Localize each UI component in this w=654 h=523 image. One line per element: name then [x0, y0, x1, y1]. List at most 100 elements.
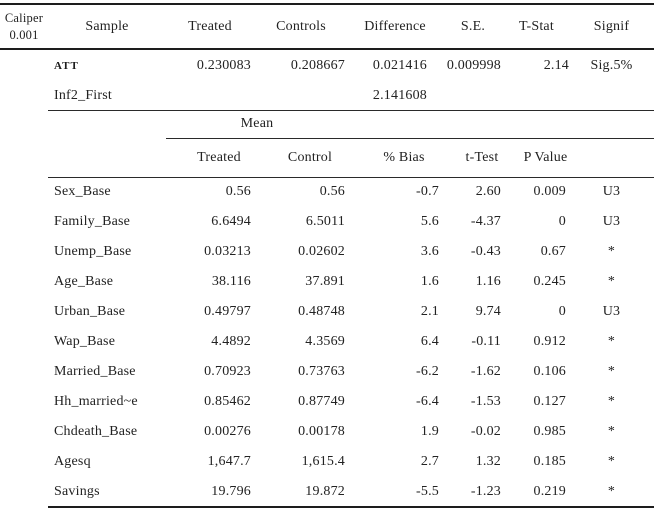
covariate-label: Age_Base [54, 274, 114, 289]
p-value: 0 [558, 304, 566, 319]
att-se-value: 0.009998 [446, 58, 501, 73]
covariate-label: Urban_Base [54, 304, 126, 319]
signif-flag: * [607, 364, 616, 379]
empty-cell [0, 138, 48, 177]
control-mean: 4.3569 [305, 334, 345, 349]
p-value: 0.127 [533, 394, 566, 409]
t-test-value: -4.37 [470, 214, 501, 229]
signif-flag: * [607, 424, 616, 439]
bias-pct: 3.6 [420, 244, 439, 259]
covariate-label: Family_Base [54, 214, 131, 229]
treated-mean: 0.56 [225, 184, 251, 200]
treated-mean: 6.6494 [211, 214, 251, 229]
inf2-difference-value: 2.141608 [348, 82, 442, 111]
covariate-row: Age_Base 38.116 37.891 1.6 1.16 0.245 * [0, 267, 654, 297]
empty-cell [442, 82, 504, 111]
caliper-value: 0.001 [9, 27, 39, 42]
t-test-value: -1.53 [470, 394, 501, 409]
empty-cell [48, 138, 166, 178]
t-test-value: -1.62 [470, 364, 501, 379]
signif-flag: U3 [602, 184, 621, 200]
covariate-row: Hh_married~e 0.85462 0.87749 -6.4 -1.53 … [0, 387, 654, 417]
covariate-label: Hh_married~e [54, 394, 138, 409]
mean-spanner-row: Mean [0, 110, 654, 139]
covariate-row: Family_Base 6.6494 6.5011 5.6 -4.37 0 U3 [0, 207, 654, 237]
treated-mean: 0.00276 [204, 424, 251, 439]
subheader-pvalue: P Value [504, 138, 569, 178]
bias-pct: -6.4 [416, 394, 439, 409]
empty-cell [0, 297, 48, 327]
control-mean: 1,615.4 [301, 454, 345, 469]
signif-flag: U3 [602, 304, 621, 319]
t-test-value: 1.16 [475, 274, 501, 289]
column-header-signif: Signif [569, 3, 654, 50]
subheader-control: Control [254, 138, 348, 178]
mean-subheader-row: Treated Control % Bias t-Test P Value [0, 138, 654, 178]
caliper-header: Caliper 0.001 [0, 3, 48, 50]
bias-pct: 6.4 [420, 334, 439, 349]
treated-mean: 0.49797 [204, 304, 251, 319]
signif-flag: * [569, 477, 654, 508]
p-value: 0.009 [533, 184, 566, 200]
t-test-value: 9.74 [475, 304, 501, 319]
inf2-first-row: Inf2_First 2.141608 [0, 82, 654, 111]
column-header-treated: Treated [166, 3, 254, 50]
control-mean: 0.73763 [298, 364, 345, 379]
t-test-value: -1.23 [442, 477, 504, 508]
signif-flag: * [607, 334, 616, 349]
covariate-label: Unemp_Base [54, 244, 132, 259]
control-mean: 0.87749 [298, 394, 345, 409]
empty-cell [0, 327, 48, 357]
empty-cell [0, 237, 48, 267]
empty-cell [0, 110, 48, 138]
matching-results-table: Caliper 0.001 Sample Treated Controls Di… [0, 3, 654, 508]
covariate-row: Agesq 1,647.7 1,615.4 2.7 1.32 0.185 * [0, 447, 654, 477]
empty-cell [0, 417, 48, 447]
p-value: 0.219 [504, 477, 569, 508]
control-mean: 19.872 [254, 477, 348, 508]
p-value: 0.985 [533, 424, 566, 439]
att-row: ATT 0.230083 0.208667 0.021416 0.009998 … [0, 49, 654, 82]
p-value: 0.67 [540, 244, 566, 259]
control-mean: 0.00178 [298, 424, 345, 439]
bias-pct: 5.6 [420, 214, 439, 229]
subheader-treated: Treated [166, 138, 254, 178]
control-mean: 37.891 [305, 274, 345, 289]
empty-cell [166, 82, 254, 111]
treated-mean: 1,647.7 [207, 454, 251, 469]
att-treated-value: 0.230083 [196, 58, 251, 73]
covariate-row: Urban_Base 0.49797 0.48748 2.1 9.74 0 U3 [0, 297, 654, 327]
p-value: 0 [558, 214, 566, 229]
p-value: 0.912 [533, 334, 566, 349]
inf2-label: Inf2_First [48, 82, 166, 111]
control-mean: 6.5011 [305, 214, 345, 229]
t-test-value: 2.60 [475, 184, 501, 200]
signif-flag: * [607, 394, 616, 409]
p-value: 0.245 [533, 274, 566, 289]
bias-pct: 1.6 [420, 274, 439, 289]
empty-cell [0, 357, 48, 387]
signif-flag: U3 [602, 214, 621, 229]
treated-mean: 38.116 [211, 274, 251, 289]
empty-cell [0, 82, 48, 110]
subheader-ttest: t-Test [442, 138, 504, 178]
empty-cell [348, 110, 442, 139]
empty-cell [504, 82, 569, 111]
t-test-value: -0.11 [471, 334, 501, 349]
control-mean: 0.56 [319, 184, 345, 200]
att-controls-value: 0.208667 [290, 58, 345, 73]
empty-cell [0, 387, 48, 417]
covariate-label: Married_Base [54, 364, 136, 379]
treated-mean: 0.85462 [204, 394, 251, 409]
empty-cell [254, 82, 348, 111]
empty-cell [0, 447, 48, 477]
p-value: 0.106 [533, 364, 566, 379]
att-signif-value: Sig.5% [590, 58, 633, 73]
att-difference-value: 0.021416 [372, 58, 427, 73]
table-header-row: Caliper 0.001 Sample Treated Controls Di… [0, 3, 654, 50]
mean-group-label: Mean [166, 110, 348, 139]
t-test-value: -0.02 [470, 424, 501, 439]
covariate-label: Savings [48, 477, 166, 508]
covariate-label: Chdeath_Base [54, 424, 138, 439]
empty-cell [0, 177, 48, 207]
